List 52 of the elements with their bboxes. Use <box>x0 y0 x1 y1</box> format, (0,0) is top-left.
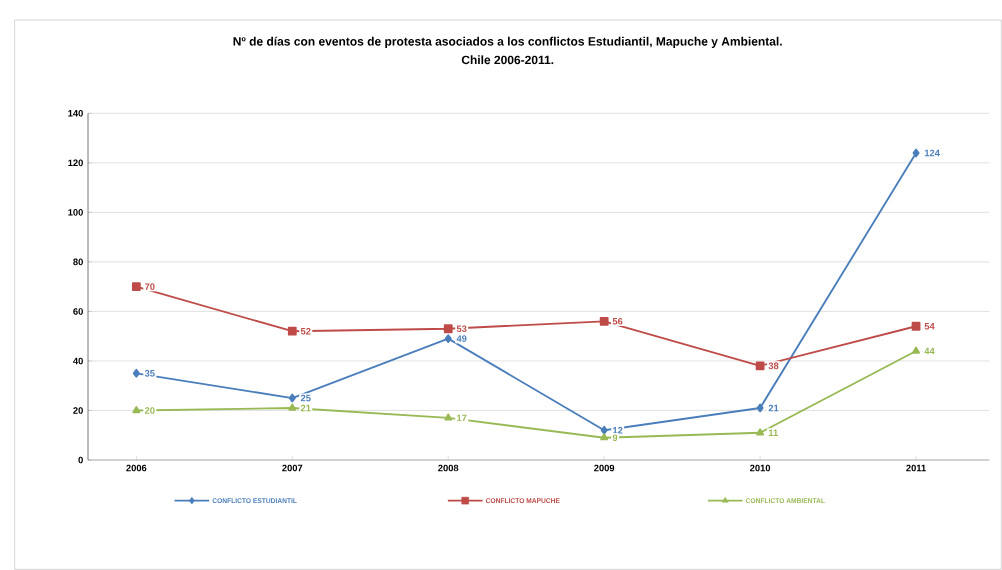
y-tick-label: 40 <box>73 357 83 365</box>
y-tick-label: 0 <box>78 456 83 464</box>
data-label: 25 <box>300 394 311 402</box>
x-tick-label: 2009 <box>594 464 615 472</box>
x-tick-label: 2006 <box>126 464 147 472</box>
point <box>755 361 765 371</box>
data-label: 52 <box>300 327 311 335</box>
point <box>599 316 609 326</box>
chart-title: Nº de días con eventos de protesta asociados a los conflictos Estudiantil, Mapuche y Ambiental. <box>233 36 782 48</box>
point <box>911 321 921 331</box>
point <box>443 324 453 334</box>
y-tick-label: 80 <box>73 258 83 266</box>
point <box>444 413 453 421</box>
point <box>132 368 140 378</box>
data-label: 54 <box>924 323 935 330</box>
point <box>756 428 765 436</box>
chart-subtitle: Chile 2006-2011. <box>461 55 554 65</box>
y-tick-label: 120 <box>68 159 83 167</box>
y-tick-label: 140 <box>68 110 83 117</box>
point <box>288 403 297 411</box>
data-label: 124 <box>924 149 940 157</box>
data-label: 17 <box>457 414 467 422</box>
data-label: 21 <box>768 404 779 412</box>
y-tick-label: 100 <box>68 209 83 216</box>
point <box>600 433 609 441</box>
data-label: 21 <box>300 404 311 412</box>
data-label: 56 <box>612 318 623 325</box>
x-tick-label: 2011 <box>906 464 926 472</box>
point <box>288 393 296 403</box>
data-label: 12 <box>613 427 623 434</box>
data-label: 70 <box>145 283 155 290</box>
data-label: 9 <box>612 434 618 441</box>
data-label: 49 <box>456 335 467 342</box>
data-label: 38 <box>768 362 779 370</box>
point <box>912 148 920 158</box>
point <box>131 282 141 292</box>
data-label: 44 <box>924 347 935 355</box>
x-tick-label: 2008 <box>438 464 459 472</box>
point <box>912 346 920 354</box>
data-label: 53 <box>456 325 467 333</box>
x-tick-label: 2010 <box>750 464 771 472</box>
y-tick-label: 60 <box>73 308 83 315</box>
y-tick-label: 20 <box>73 407 83 414</box>
point <box>132 406 141 414</box>
data-label: 20 <box>144 407 155 414</box>
point <box>444 334 452 344</box>
data-label: 35 <box>144 370 155 377</box>
point <box>756 403 764 413</box>
x-tick-label: 2007 <box>282 464 303 472</box>
point <box>600 425 608 435</box>
data-label: 11 <box>768 429 778 436</box>
point <box>287 326 297 336</box>
